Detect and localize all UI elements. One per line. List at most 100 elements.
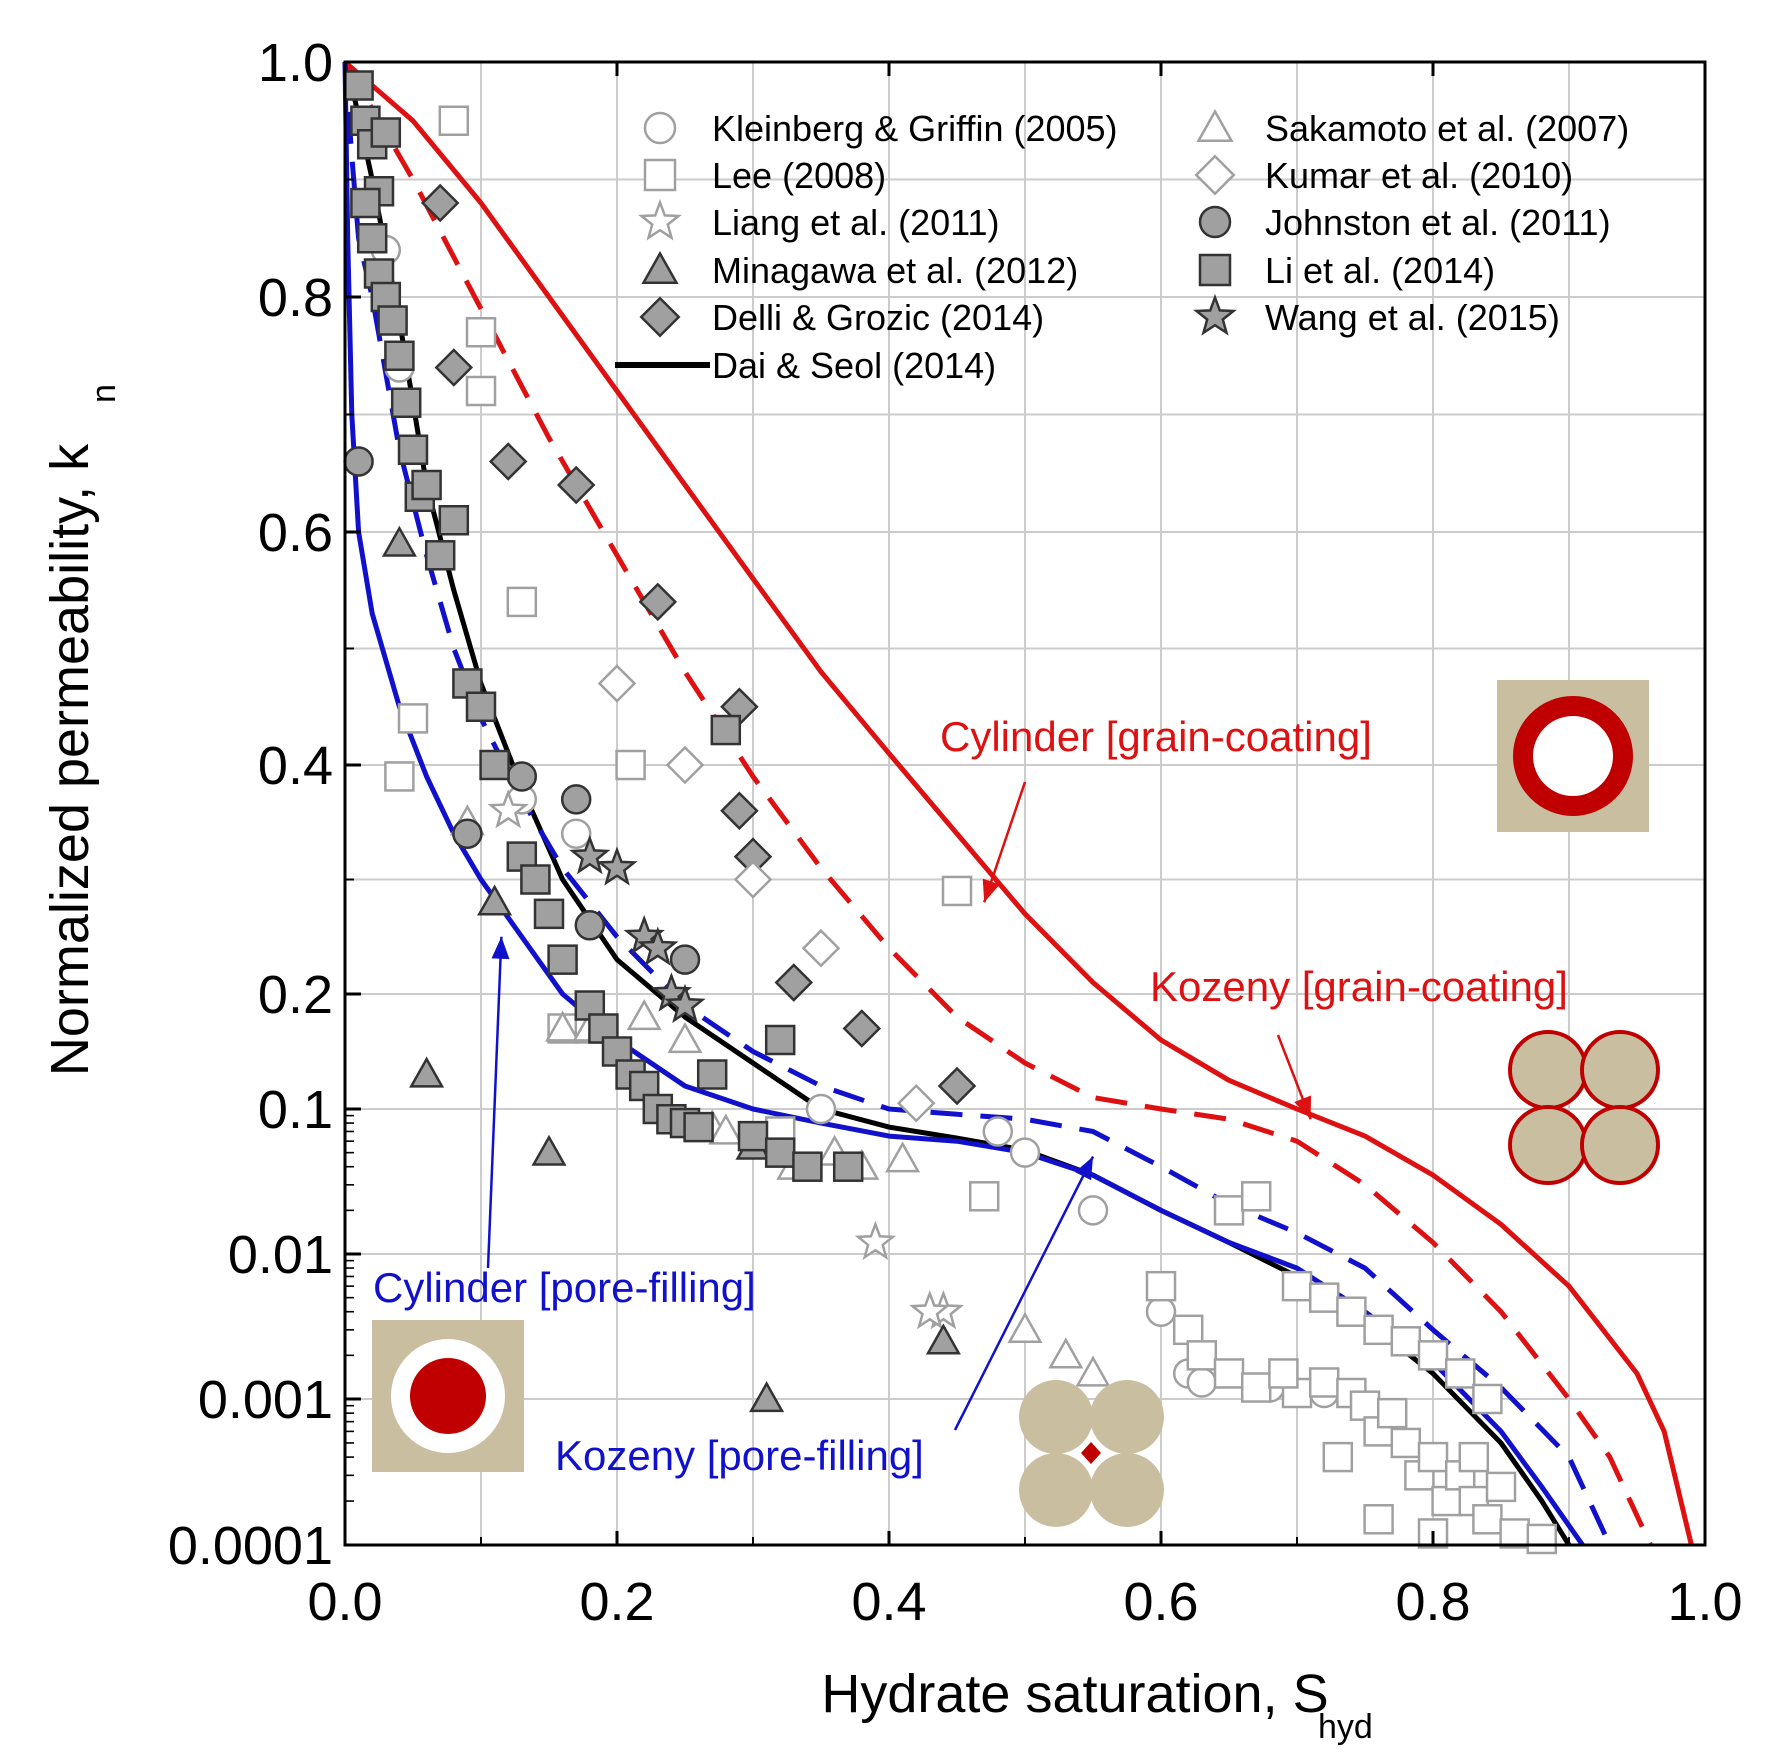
data-point (1322, 1441, 1354, 1473)
hydrate-pore (1081, 1442, 1101, 1464)
legend-label: Johnston et al. (2011) (1265, 202, 1611, 243)
data-point (438, 505, 470, 536)
legend: Kleinberg & Griffin (2005) Lee (2008) Lian… (615, 108, 1629, 386)
legend-label: Lee (2008) (712, 155, 886, 196)
data-point (390, 387, 422, 418)
legend-marker (1198, 253, 1232, 287)
data-point (1458, 1441, 1490, 1473)
grain-circle (1090, 1380, 1164, 1454)
data-point (638, 582, 678, 622)
y-tick-label: 1.0 (258, 33, 333, 93)
data-point (1390, 1326, 1422, 1357)
legend-item: Wang et al. (2015) (1193, 293, 1560, 338)
data-point (1472, 1504, 1503, 1535)
data-point (710, 714, 742, 746)
data-point (1472, 1383, 1503, 1415)
annotation-kozeny-grain-coating: Kozeny [grain-coating] (1150, 963, 1568, 1120)
legend-label: Delli & Grozic (2014) (712, 297, 1044, 338)
data-point (434, 348, 474, 387)
data-point (506, 586, 538, 618)
data-point (733, 860, 773, 899)
legend-marker (643, 158, 677, 192)
annotation-cylinder-grain-coating: Cylinder [grain-coating] (940, 713, 1372, 903)
annotation-label: Cylinder [grain-coating] (940, 713, 1372, 760)
legend-marker (643, 111, 677, 145)
series-kumar-et-al-2010 (597, 664, 936, 1123)
legend-marker (1193, 293, 1237, 336)
y-tick-label: 0.01 (228, 1225, 333, 1285)
data-point (381, 525, 417, 557)
data-point (669, 944, 701, 975)
x-axis-label-subscript: hyd (1318, 1708, 1373, 1746)
data-point (452, 818, 483, 849)
data-point (1075, 1355, 1111, 1387)
data-point (1526, 1523, 1558, 1555)
data-point (569, 834, 611, 875)
legend-label: Kleinberg & Griffin (2005) (712, 108, 1118, 149)
annotation-arrowhead (982, 878, 1000, 903)
icons-layer (372, 680, 1660, 1527)
data-point (1499, 1518, 1530, 1549)
data-point (982, 1116, 1014, 1147)
data-point (356, 223, 388, 254)
data-point (832, 1151, 864, 1182)
data-point (1431, 1485, 1462, 1517)
legend-marker (1198, 205, 1232, 239)
data-point (384, 340, 415, 371)
series-delli-grozic-2014 (420, 183, 977, 1106)
legend-label: Wang et al. (2015) (1265, 297, 1560, 338)
annotation-label: Kozeny [pore-filling] (555, 1432, 924, 1479)
data-point (411, 469, 442, 501)
legend-label: Kumar et al. (2010) (1265, 155, 1573, 196)
pore-filling-kozeny-icon (1019, 1380, 1164, 1527)
data-point (720, 791, 759, 831)
legend-item: Delli & Grozic (2014) (639, 296, 1044, 338)
y-axis-label: Normalized permeability, k (40, 443, 100, 1076)
y-tick-label: 0.6 (258, 503, 333, 563)
data-point (764, 1137, 796, 1168)
legend-item: Li et al. (2014) (1198, 250, 1495, 291)
data-point (547, 944, 578, 975)
x-tick-label: 1.0 (1667, 1572, 1742, 1632)
x-axis-label: Hydrate saturation, S (821, 1664, 1328, 1724)
data-point (1390, 1427, 1422, 1459)
legend-marker (638, 198, 682, 241)
grain-circle (1019, 1380, 1093, 1454)
data-point (708, 1113, 744, 1145)
data-point (1077, 1195, 1109, 1226)
legend-item: Johnston et al. (2011) (1198, 202, 1611, 243)
annotation-arrow-line (953, 1155, 1095, 1431)
data-point (1349, 1390, 1381, 1421)
grain-coating-kozeny-icon (1508, 1030, 1660, 1185)
data-point (465, 691, 497, 722)
data-point (397, 434, 429, 465)
data-point (531, 1134, 567, 1166)
legend-marker (1194, 154, 1236, 196)
legend-marker (641, 250, 679, 284)
data-point (1363, 1314, 1394, 1346)
legend-item: Sakamoto et al. (2007) (1196, 108, 1629, 149)
grain-circle (1508, 1030, 1588, 1110)
legend-item: Dai & Seol (2014) (615, 345, 996, 386)
data-point (842, 1009, 882, 1048)
legend-item: Liang et al. (2011) (638, 198, 1000, 243)
data-point (370, 117, 402, 148)
data-point (1007, 1311, 1043, 1343)
data-point (1336, 1296, 1367, 1327)
data-point (1444, 1358, 1476, 1389)
data-point (941, 875, 973, 907)
data-point (968, 1181, 1000, 1212)
data-point (465, 317, 497, 348)
data-point (664, 983, 706, 1024)
data-point (545, 1010, 581, 1042)
data-point (1240, 1181, 1272, 1212)
data-point (683, 1111, 714, 1143)
data-point (377, 305, 408, 336)
legend-marker (1196, 108, 1234, 142)
legend-item: Minagawa et al. (2012) (641, 250, 1078, 291)
annotation-arrow-line (486, 936, 503, 1269)
y-tick-label: 0.4 (258, 736, 333, 796)
series-liang-et-al-2011 (487, 789, 965, 1330)
data-point (574, 910, 606, 941)
